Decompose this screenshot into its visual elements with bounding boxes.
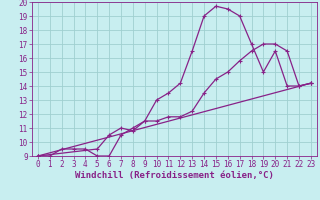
X-axis label: Windchill (Refroidissement éolien,°C): Windchill (Refroidissement éolien,°C)	[75, 171, 274, 180]
